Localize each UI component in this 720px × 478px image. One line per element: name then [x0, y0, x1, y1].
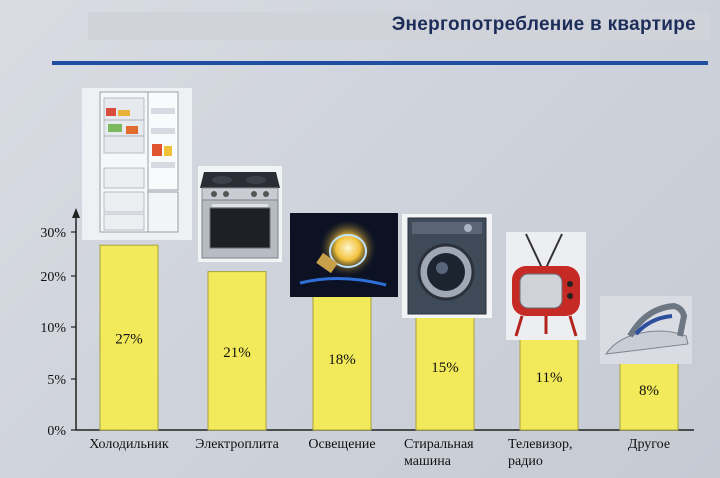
bar: [415, 301, 475, 431]
chart-title: Энергопотребление в квартире: [391, 14, 696, 35]
title-bar: Энергопотребление в квартире: [88, 12, 710, 40]
category-label: Другое: [628, 437, 670, 452]
electric-stove-icon: [198, 166, 282, 262]
bar-value-label: 11%: [536, 370, 563, 386]
category-label: Холодильник: [89, 437, 169, 452]
bar: [312, 285, 372, 431]
light-bulb-icon: [290, 213, 398, 297]
bar-value-label: 27%: [115, 332, 143, 348]
category-label: Стиральная: [404, 437, 474, 452]
iron-icon: [600, 296, 692, 364]
y-tick-label: 30%: [40, 226, 66, 241]
category-label: машина: [404, 454, 452, 469]
tv-icon: [506, 232, 586, 340]
category-label: радио: [508, 454, 543, 469]
title-divider: [52, 61, 708, 65]
y-tick-label: 0%: [47, 424, 66, 439]
category-label: Электроплита: [195, 437, 279, 452]
y-tick-label: 20%: [40, 270, 66, 285]
bar: [99, 244, 159, 431]
y-tick-label: 5%: [47, 373, 66, 388]
washing-machine-icon: [402, 214, 492, 318]
y-tick-label: 10%: [40, 321, 66, 336]
bar-value-label: 18%: [328, 352, 356, 368]
bar-value-label: 8%: [639, 383, 659, 399]
refrigerator-icon: [82, 88, 192, 240]
bar: [207, 271, 267, 431]
category-label: Телевизор,: [508, 437, 572, 452]
bar-value-label: 15%: [431, 360, 459, 376]
category-label: Освещение: [308, 437, 375, 452]
y-axis-arrow: [72, 208, 80, 218]
bar-value-label: 21%: [223, 345, 251, 361]
